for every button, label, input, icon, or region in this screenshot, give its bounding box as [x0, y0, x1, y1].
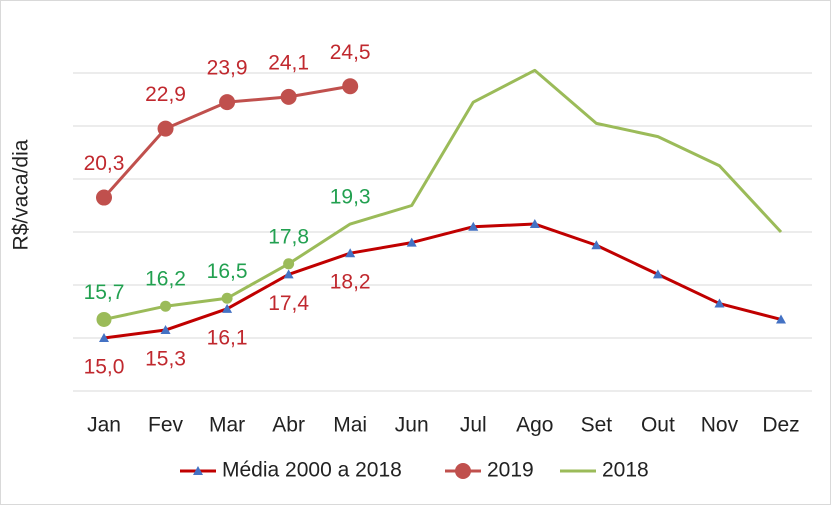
data-point: [219, 94, 236, 111]
data-label: 16,1: [207, 326, 248, 349]
x-tick-label: Dez: [762, 414, 799, 437]
data-point: [283, 258, 295, 270]
x-tick-label: Nov: [701, 414, 739, 437]
data-point: [96, 189, 112, 206]
data-label: 15,3: [145, 348, 186, 371]
data-label: 15,0: [84, 356, 125, 379]
data-label: 17,4: [268, 292, 309, 315]
x-tick-label: Mai: [333, 414, 367, 437]
data-point: [406, 237, 417, 247]
x-tick-label: Out: [641, 414, 675, 437]
data-point: [160, 300, 172, 312]
x-tick-label: Fev: [148, 414, 184, 437]
data-point: [96, 311, 112, 327]
legend-label: 2018: [602, 459, 649, 482]
data-label: 22,9: [145, 83, 186, 106]
data-point: [222, 303, 233, 313]
data-point: [221, 292, 233, 304]
series-line: [103, 68, 783, 321]
x-tick-label: Jan: [87, 414, 121, 437]
x-tick-label: Abr: [272, 414, 305, 437]
data-label: 24,1: [268, 51, 309, 74]
data-point: [99, 333, 109, 342]
y-axis-label: R$/vaca/dia: [10, 139, 33, 250]
data-label: 15,7: [84, 281, 125, 304]
x-tick-label: Jun: [395, 414, 429, 437]
x-tick-label: Set: [581, 414, 613, 437]
data-point: [776, 314, 786, 324]
data-label: 19,3: [330, 186, 371, 209]
data-label: 16,5: [207, 260, 248, 283]
legend-marker: [455, 463, 471, 479]
data-point: [345, 248, 356, 258]
data-label: 17,8: [268, 225, 309, 248]
data-point: [529, 219, 540, 229]
data-point: [157, 120, 174, 137]
data-point: [714, 298, 725, 308]
x-tick-label: Ago: [516, 414, 553, 437]
data-label: 23,9: [207, 57, 248, 80]
data-point: [652, 269, 663, 279]
data-label: 18,2: [330, 271, 371, 294]
legend-label: Média 2000 a 2018: [222, 459, 402, 482]
data-point: [468, 221, 479, 231]
data-point: [591, 240, 602, 250]
data-point: [342, 78, 359, 95]
data-label: 24,5: [330, 41, 371, 64]
x-tick-label: Jul: [460, 414, 487, 437]
series-line: [103, 222, 782, 340]
legend-marker: [193, 466, 203, 475]
data-point: [160, 325, 171, 335]
data-label: 16,2: [145, 268, 186, 291]
legend-label: 2019: [487, 459, 534, 482]
data-label: 20,3: [84, 152, 125, 175]
data-point: [280, 88, 297, 105]
data-point: [283, 269, 294, 279]
x-tick-label: Mar: [209, 414, 245, 437]
